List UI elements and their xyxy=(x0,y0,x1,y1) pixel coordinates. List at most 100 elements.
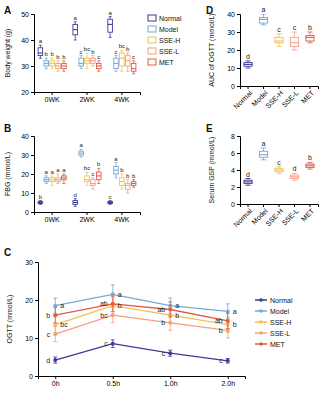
whisker-cap xyxy=(45,58,48,59)
significance-letter: ab xyxy=(215,317,223,324)
y-tick-label: 0 xyxy=(25,209,29,216)
x-tick-mark xyxy=(309,86,310,89)
x-tick: Normal xyxy=(232,86,253,110)
whisker-cap xyxy=(85,68,88,69)
median xyxy=(108,202,113,203)
whisker-cap xyxy=(109,204,112,205)
whisker-cap xyxy=(114,55,117,56)
box-body xyxy=(131,63,136,71)
y-tick-label: 10 xyxy=(227,65,235,72)
whisker-cap xyxy=(74,40,77,41)
whisker-cap xyxy=(91,55,94,56)
y-tick: 0 xyxy=(231,201,240,208)
legend-label: MET xyxy=(270,341,286,348)
whisker-cap xyxy=(45,175,48,176)
legend: NormalModelSSE-HSSE-LMET xyxy=(148,15,182,66)
y-tick: 2 xyxy=(231,184,240,191)
whisker-cap xyxy=(74,206,77,207)
box-body xyxy=(62,63,67,68)
y-tick-label: 30 xyxy=(227,29,235,36)
whisker-cap xyxy=(97,168,100,169)
box xyxy=(79,149,84,157)
whisker-cap xyxy=(39,204,42,205)
significance-letter: d xyxy=(246,171,250,178)
x-tick: MET xyxy=(300,86,316,105)
legend-swatch xyxy=(148,15,156,21)
y-tick-mark xyxy=(31,193,34,194)
y-tick: 20 xyxy=(227,47,240,54)
point xyxy=(53,358,57,362)
median xyxy=(244,181,252,182)
error-cap xyxy=(111,284,115,285)
y-axis: 010203040 xyxy=(227,11,240,90)
whisker-cap xyxy=(51,175,54,176)
y-tick-label: 20 xyxy=(21,171,29,178)
significance-letter: a xyxy=(118,291,122,298)
whisker-cap xyxy=(276,166,281,167)
y-tick: 10 xyxy=(21,190,34,197)
y-tick: 0 xyxy=(29,373,38,380)
box-body xyxy=(56,178,61,182)
error-cap xyxy=(168,330,172,331)
panel-label: E xyxy=(206,123,213,134)
point xyxy=(53,323,57,327)
whisker-cap xyxy=(307,32,312,33)
median xyxy=(44,179,49,180)
whisker-cap xyxy=(276,173,281,174)
whisker-cap xyxy=(85,172,88,173)
y-tick-label: 8 xyxy=(231,133,235,140)
significance-letter: a xyxy=(175,302,179,309)
x-tick-label: MET xyxy=(300,89,316,105)
significance-letter: b xyxy=(161,319,165,326)
median xyxy=(56,179,61,180)
x-tick-mark xyxy=(52,212,53,215)
box xyxy=(96,61,101,71)
error-cap xyxy=(226,303,230,304)
whisker-cap xyxy=(120,174,123,175)
error-cap xyxy=(53,298,57,299)
legend-marker xyxy=(259,298,263,302)
significance-letter: b xyxy=(308,154,312,161)
box xyxy=(275,34,283,47)
box xyxy=(56,174,61,184)
x-axis: NormalModelSSE-HSSE-LMET xyxy=(232,86,318,110)
whisker-cap xyxy=(45,68,48,69)
y-tick-mark xyxy=(31,92,34,93)
box-body xyxy=(56,63,61,68)
legend-item: SSE-H xyxy=(148,37,180,44)
median xyxy=(108,24,113,25)
median xyxy=(96,175,101,176)
median xyxy=(131,183,136,184)
x-tick: SSE-H xyxy=(264,204,284,227)
box-body xyxy=(131,182,136,186)
box xyxy=(62,61,67,71)
x-tick-mark xyxy=(228,376,229,379)
figure: aaabccbbcbcbbbbcc203040500WK2WK4WKABody … xyxy=(0,0,324,400)
plot-area xyxy=(38,17,136,74)
whisker-cap xyxy=(120,50,123,51)
x-tick: 1.0h xyxy=(164,376,178,387)
whisker-cap xyxy=(109,200,112,201)
x-tick: 0WK xyxy=(45,92,61,103)
legend-marker xyxy=(259,342,263,346)
x-tick-label: 2WK xyxy=(79,216,95,223)
point xyxy=(226,359,230,363)
x-tick-label: 0WK xyxy=(45,96,61,103)
box xyxy=(114,56,119,72)
box-body xyxy=(91,58,96,63)
x-tick-mark xyxy=(87,92,88,95)
whisker-cap xyxy=(132,179,135,180)
box xyxy=(125,180,130,193)
whisker-cap xyxy=(80,156,83,157)
x-tick: 2WK xyxy=(79,92,95,103)
median xyxy=(50,179,55,180)
whisker-cap xyxy=(62,71,65,72)
whisker-cap xyxy=(56,183,59,184)
error-cap xyxy=(168,301,172,302)
significance-letter: d xyxy=(74,192,77,198)
box xyxy=(244,61,252,68)
whisker-cap xyxy=(292,180,297,181)
x-tick: 4WK xyxy=(114,92,130,103)
box xyxy=(62,174,67,184)
y-axis-line xyxy=(35,263,39,377)
